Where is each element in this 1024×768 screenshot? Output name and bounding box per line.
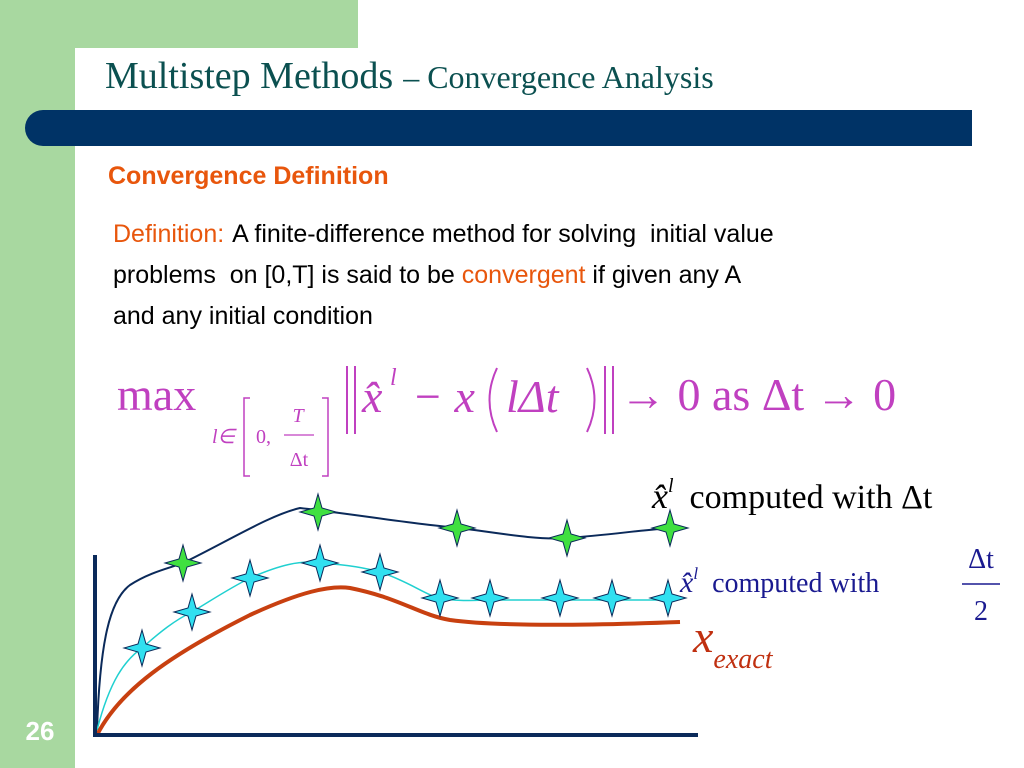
formula-minus-x: − x <box>412 371 476 422</box>
definition-text: if given any A <box>585 261 741 289</box>
definition-text: problems on [0,T] is said to be <box>113 261 462 289</box>
formula-subscript: 0, <box>256 426 271 448</box>
norm-bars <box>346 366 614 434</box>
title-bar <box>25 110 972 146</box>
title: Multistep Methods – Convergence Analysis <box>105 55 714 97</box>
star <box>301 544 339 582</box>
bracket <box>243 397 329 477</box>
title-main: Multistep Methods <box>105 55 393 97</box>
legend-symbol: x̂ <box>679 566 694 599</box>
legend-sub: exact <box>713 644 773 675</box>
star <box>123 629 161 667</box>
legend-den: 2 <box>974 596 988 627</box>
star <box>548 519 586 557</box>
definition-label: Definition: <box>113 220 224 248</box>
slide-number: 26 <box>26 716 55 746</box>
formula-subscript: T <box>292 405 305 427</box>
star <box>299 493 337 531</box>
title-suffix: – Convergence Analysis <box>402 59 713 95</box>
definition-text: A finite-difference method for solving i… <box>232 220 774 248</box>
section-heading: Convergence Definition <box>108 162 389 190</box>
star <box>438 509 476 547</box>
star <box>164 544 202 582</box>
legend-exact: xexact <box>692 611 774 675</box>
definition-line: Definition: A finite-difference method fo… <box>113 220 774 248</box>
axes <box>93 555 698 737</box>
fine-curve <box>96 561 668 731</box>
coarse-points <box>164 493 689 582</box>
star <box>471 579 509 617</box>
legend-sup: l <box>668 475 674 497</box>
formula-subscript: l∈ <box>212 426 238 448</box>
parentheses <box>488 367 596 433</box>
formula-xhat: x̂ <box>361 371 383 422</box>
legend-symbol: x̂ <box>651 476 668 516</box>
formula-max: max <box>117 369 196 420</box>
formula-subscript: Δt <box>290 449 309 471</box>
definition-line: problems on [0,T] is said to be converge… <box>113 261 741 289</box>
legend-coarse: x̂l computed with Δt <box>651 475 933 516</box>
legend-symbol: x <box>692 611 714 662</box>
star <box>421 579 459 617</box>
coarse-curve <box>96 506 673 731</box>
star <box>361 553 399 591</box>
definition-keyword: convergent <box>462 261 586 289</box>
star <box>541 579 579 617</box>
formula-argument: lΔt <box>506 371 560 422</box>
definition-line: and any initial condition <box>113 302 373 330</box>
star <box>173 593 211 631</box>
legend-num: Δt <box>968 544 994 575</box>
legend-text: computed with Δt <box>690 479 933 516</box>
exact-curve <box>95 585 681 736</box>
star <box>231 559 269 597</box>
formula-limit: → 0 as Δt → 0 <box>620 369 896 420</box>
legend-fine: x̂l computed with <box>679 564 879 599</box>
legend-sup: l <box>693 564 698 583</box>
formula-sup: l <box>390 365 397 391</box>
star <box>593 579 631 617</box>
legend-text: computed with <box>712 568 879 599</box>
